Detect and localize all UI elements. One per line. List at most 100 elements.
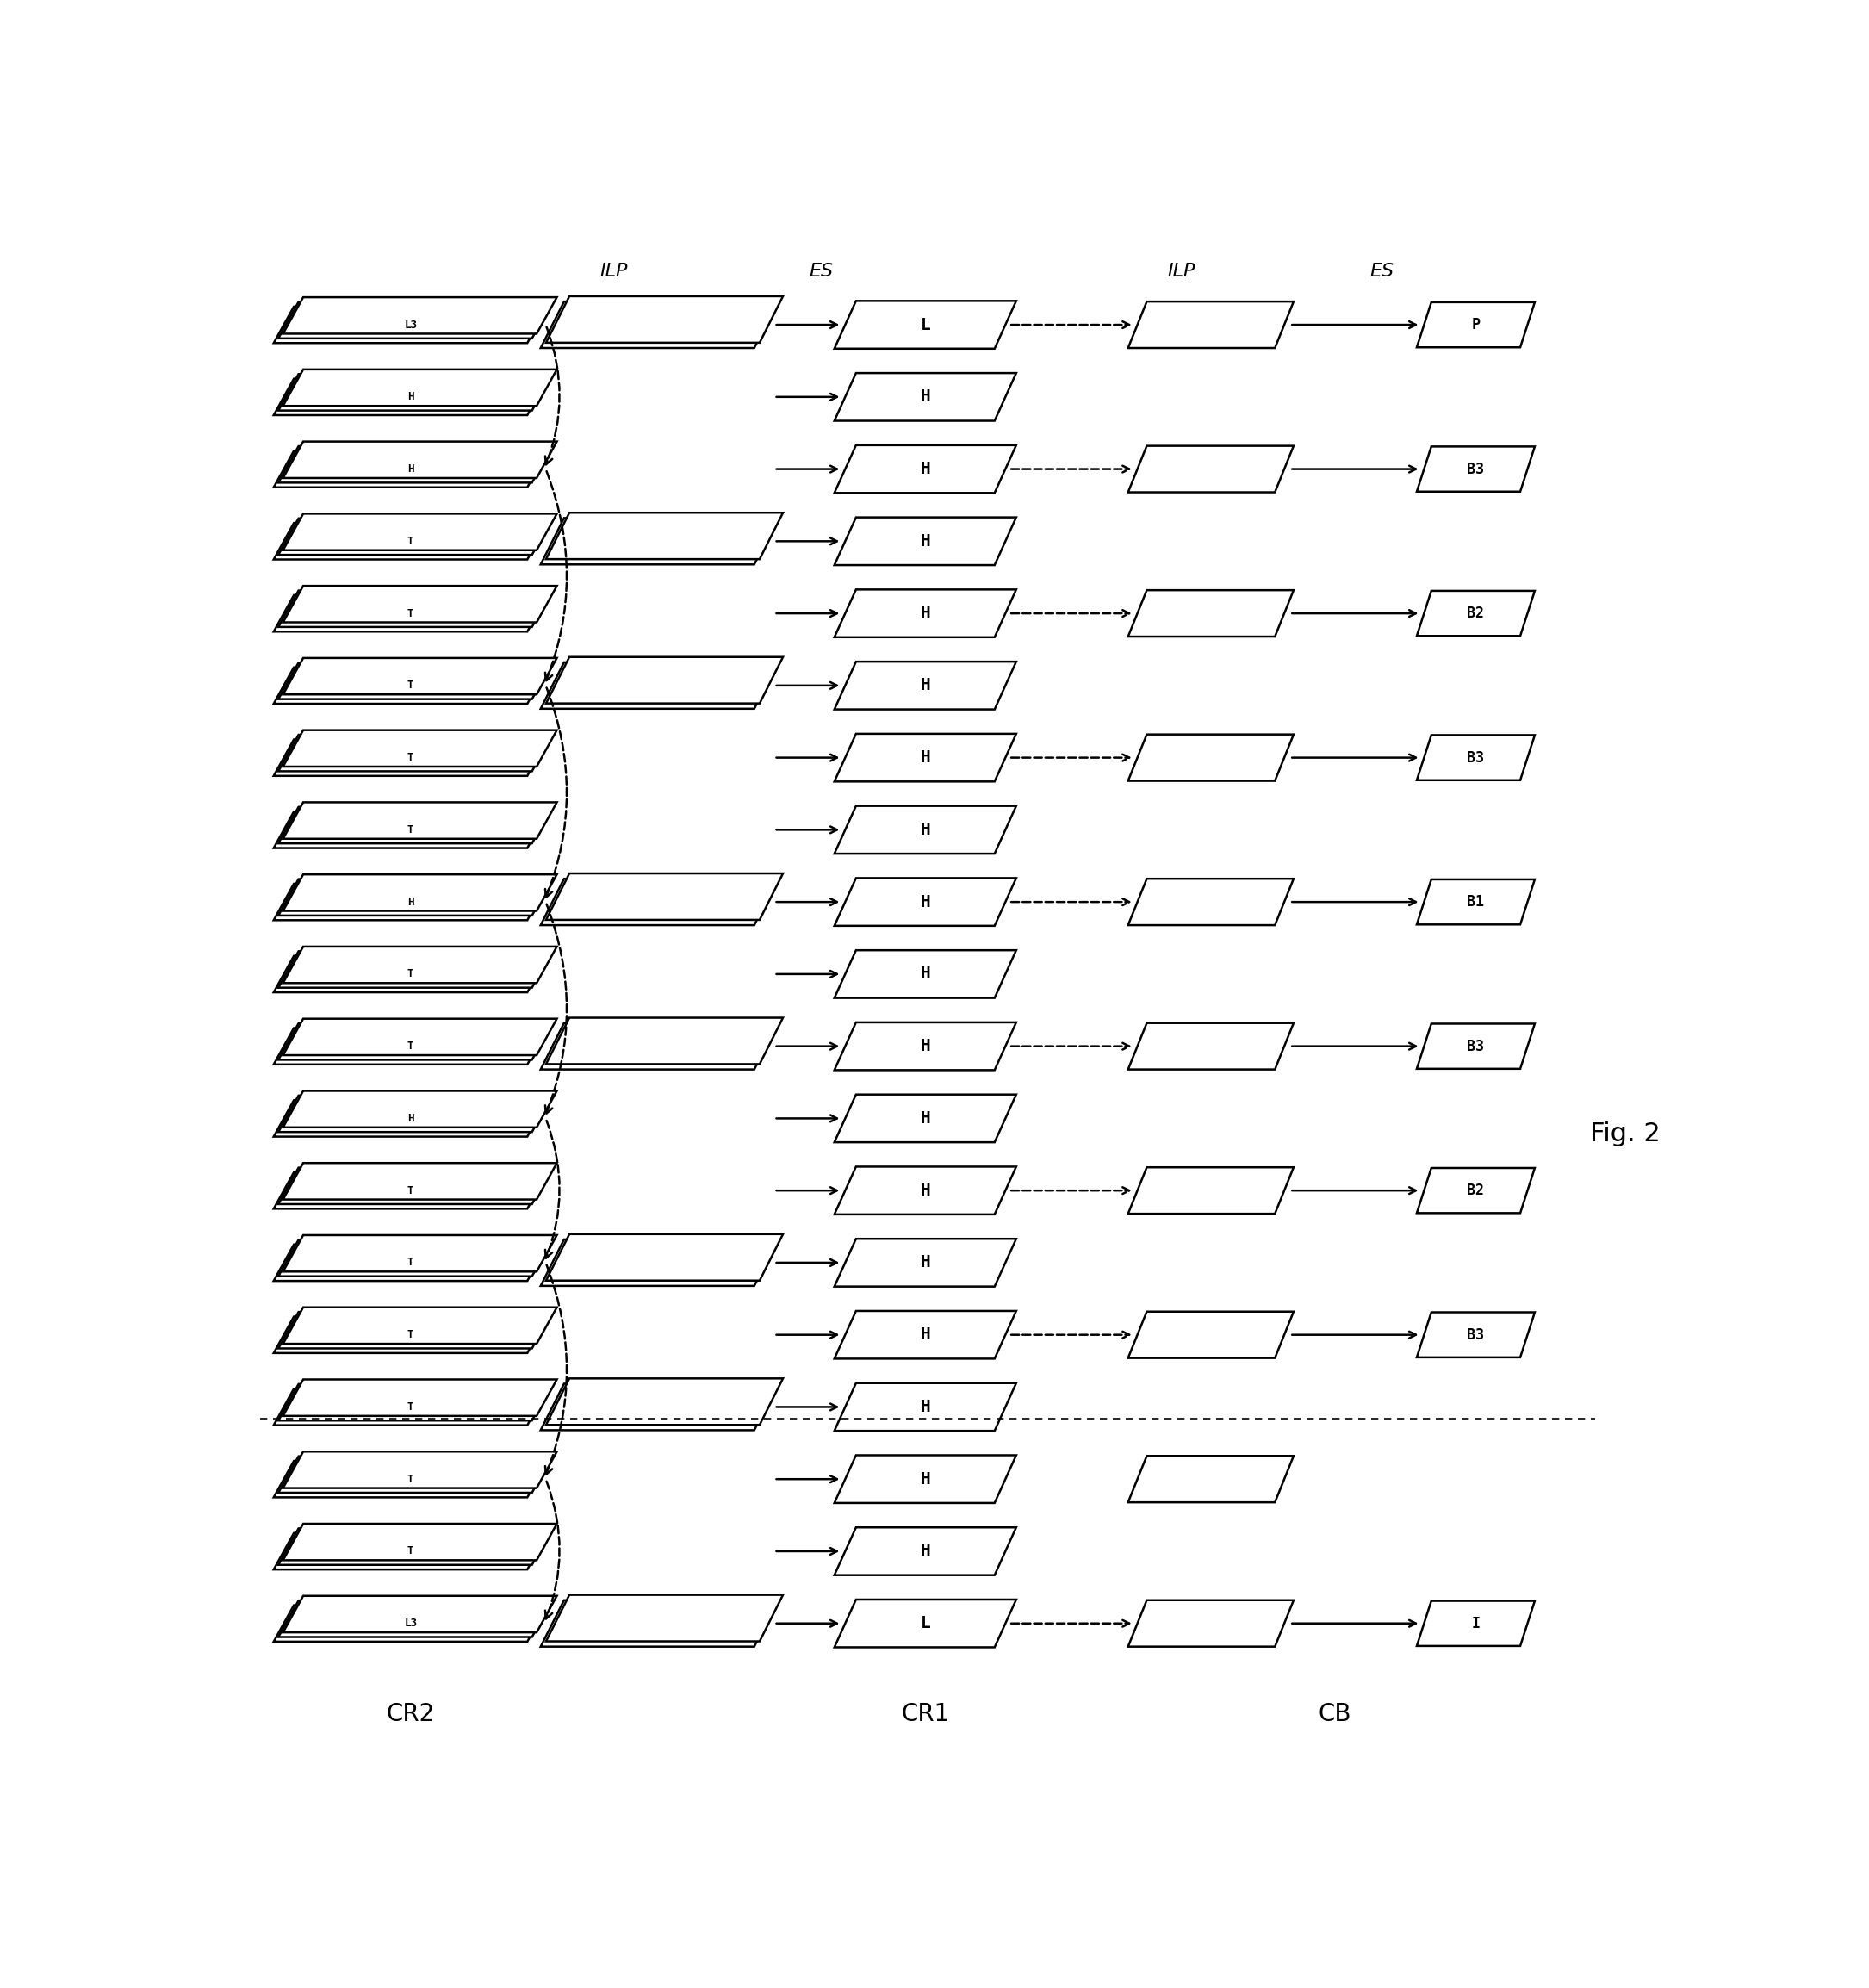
Polygon shape bbox=[546, 513, 783, 559]
Polygon shape bbox=[282, 658, 557, 694]
Polygon shape bbox=[546, 296, 783, 342]
Polygon shape bbox=[273, 1099, 548, 1137]
Polygon shape bbox=[546, 1594, 783, 1642]
Text: T: T bbox=[407, 680, 413, 692]
Polygon shape bbox=[278, 590, 551, 626]
Polygon shape bbox=[834, 1167, 1017, 1215]
Text: CR2: CR2 bbox=[387, 1702, 435, 1726]
Polygon shape bbox=[834, 879, 1017, 926]
Polygon shape bbox=[278, 736, 551, 771]
Polygon shape bbox=[1417, 1024, 1534, 1070]
Text: B1: B1 bbox=[1467, 895, 1484, 911]
Polygon shape bbox=[273, 1316, 548, 1354]
Text: H: H bbox=[407, 897, 413, 909]
Polygon shape bbox=[1417, 302, 1534, 348]
Polygon shape bbox=[282, 513, 557, 551]
Polygon shape bbox=[273, 1173, 548, 1209]
Polygon shape bbox=[273, 523, 548, 559]
Polygon shape bbox=[540, 302, 778, 348]
Polygon shape bbox=[273, 885, 548, 920]
Text: H: H bbox=[920, 604, 931, 622]
Polygon shape bbox=[834, 445, 1017, 493]
Polygon shape bbox=[546, 656, 783, 704]
Text: B2: B2 bbox=[1467, 1183, 1484, 1199]
Text: B3: B3 bbox=[1467, 1328, 1484, 1342]
Polygon shape bbox=[278, 879, 551, 916]
Polygon shape bbox=[540, 1239, 778, 1286]
Text: H: H bbox=[920, 461, 931, 477]
Polygon shape bbox=[273, 811, 548, 849]
Text: L3: L3 bbox=[404, 1618, 417, 1628]
Text: H: H bbox=[407, 1113, 413, 1123]
Polygon shape bbox=[834, 517, 1017, 565]
Polygon shape bbox=[273, 740, 548, 775]
Polygon shape bbox=[278, 662, 551, 700]
FancyArrowPatch shape bbox=[546, 471, 566, 682]
Polygon shape bbox=[278, 1384, 551, 1421]
Text: H: H bbox=[920, 1038, 931, 1054]
Text: T: T bbox=[407, 968, 413, 980]
Polygon shape bbox=[1417, 590, 1534, 636]
Polygon shape bbox=[282, 586, 557, 622]
Polygon shape bbox=[1417, 736, 1534, 779]
Text: L: L bbox=[920, 316, 931, 332]
Polygon shape bbox=[282, 370, 557, 406]
Polygon shape bbox=[278, 1312, 551, 1348]
Polygon shape bbox=[282, 1451, 557, 1489]
Polygon shape bbox=[540, 519, 778, 565]
Polygon shape bbox=[546, 1018, 783, 1064]
Polygon shape bbox=[282, 1163, 557, 1199]
Polygon shape bbox=[540, 1600, 778, 1646]
Polygon shape bbox=[282, 1523, 557, 1561]
Text: T: T bbox=[407, 608, 413, 618]
Polygon shape bbox=[282, 1596, 557, 1632]
Text: H: H bbox=[920, 390, 931, 406]
Text: H: H bbox=[920, 1543, 931, 1559]
Polygon shape bbox=[1129, 1312, 1293, 1358]
Polygon shape bbox=[273, 668, 548, 704]
Polygon shape bbox=[540, 1024, 778, 1070]
Polygon shape bbox=[834, 374, 1017, 421]
Polygon shape bbox=[1129, 879, 1293, 924]
Text: ES: ES bbox=[1370, 262, 1394, 280]
Text: T: T bbox=[407, 1402, 413, 1413]
Polygon shape bbox=[278, 1457, 551, 1493]
Text: T: T bbox=[407, 535, 413, 547]
Polygon shape bbox=[546, 1235, 783, 1280]
Polygon shape bbox=[1129, 1600, 1293, 1646]
Polygon shape bbox=[834, 300, 1017, 348]
Polygon shape bbox=[282, 1235, 557, 1272]
Text: B3: B3 bbox=[1467, 1038, 1484, 1054]
Polygon shape bbox=[273, 306, 548, 344]
Text: H: H bbox=[920, 1471, 931, 1487]
Text: T: T bbox=[407, 751, 413, 763]
Polygon shape bbox=[834, 1022, 1017, 1070]
Text: H: H bbox=[920, 533, 931, 549]
Text: H: H bbox=[920, 966, 931, 982]
Polygon shape bbox=[834, 1310, 1017, 1358]
Polygon shape bbox=[278, 1167, 551, 1205]
Polygon shape bbox=[546, 1378, 783, 1425]
Polygon shape bbox=[278, 1095, 551, 1131]
FancyArrowPatch shape bbox=[546, 905, 566, 1113]
Polygon shape bbox=[282, 1380, 557, 1415]
Polygon shape bbox=[834, 1600, 1017, 1648]
Polygon shape bbox=[273, 594, 548, 632]
Polygon shape bbox=[282, 946, 557, 982]
Polygon shape bbox=[273, 1390, 548, 1425]
Polygon shape bbox=[834, 662, 1017, 710]
Polygon shape bbox=[1417, 1312, 1534, 1358]
Polygon shape bbox=[834, 1095, 1017, 1143]
Text: P: P bbox=[1471, 316, 1480, 332]
Text: T: T bbox=[407, 1185, 413, 1197]
Text: B3: B3 bbox=[1467, 749, 1484, 765]
Polygon shape bbox=[1129, 302, 1293, 348]
Text: B3: B3 bbox=[1467, 461, 1484, 477]
Polygon shape bbox=[1417, 1600, 1534, 1646]
Polygon shape bbox=[540, 879, 778, 924]
Text: L3: L3 bbox=[404, 320, 417, 330]
Text: H: H bbox=[920, 749, 931, 765]
Polygon shape bbox=[282, 441, 557, 477]
Polygon shape bbox=[834, 590, 1017, 638]
Text: I: I bbox=[1471, 1616, 1480, 1632]
